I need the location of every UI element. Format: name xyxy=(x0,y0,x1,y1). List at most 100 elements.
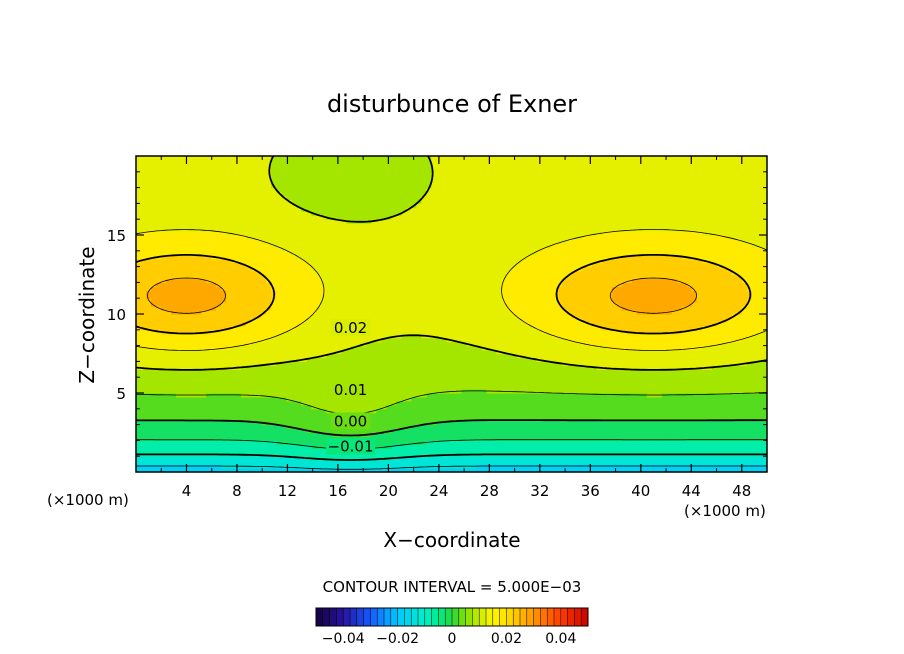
contour-fill-cell xyxy=(376,302,382,307)
contour-fill-cell xyxy=(166,314,172,319)
contour-fill-cell xyxy=(211,416,217,422)
contour-fill-cell xyxy=(136,179,142,185)
contour-fill-cell xyxy=(346,159,352,165)
contour-fill-cell xyxy=(406,325,413,331)
contour-fill-cell xyxy=(421,262,428,268)
contour-fill-cell xyxy=(276,274,282,280)
contour-fill-cell xyxy=(386,235,393,240)
contour-fill-cell xyxy=(411,191,418,197)
contour-fill-cell xyxy=(321,250,327,256)
contour-fill-cell xyxy=(241,211,247,216)
contour-fill-cell xyxy=(271,317,277,323)
contour-fill-cell xyxy=(181,183,187,189)
contour-fill-cell xyxy=(231,333,237,339)
contour-fill-cell xyxy=(276,325,282,331)
contour-fill-cell xyxy=(311,156,317,161)
contour-fill-cell xyxy=(276,183,282,189)
contour-fill-cell xyxy=(301,203,307,208)
contour-fill-cell xyxy=(291,231,297,236)
contour-fill-cell xyxy=(291,254,297,260)
contour-fill-cell xyxy=(351,187,357,193)
contour-fill-cell xyxy=(181,156,187,161)
contour-fill-cell xyxy=(196,365,202,370)
contour-fill-cell xyxy=(171,306,177,311)
contour-fill-cell xyxy=(146,246,152,252)
contour-fill-cell xyxy=(386,258,393,264)
contour-fill-cell xyxy=(286,377,292,382)
contour-fill-cell xyxy=(151,385,157,390)
contour-fill-cell xyxy=(446,424,453,430)
contour-fill-cell xyxy=(286,460,292,465)
contour-fill-cell xyxy=(211,278,217,283)
contour-fill-cell xyxy=(146,223,152,228)
contour-fill-cell xyxy=(336,377,342,382)
contour-fill-cell xyxy=(171,389,177,394)
contour-fill-cell xyxy=(266,460,272,465)
contour-fill-cell xyxy=(231,191,237,197)
contour-fill-cell xyxy=(321,345,327,351)
contour-fill-cell xyxy=(286,207,292,212)
contour-fill-cell xyxy=(221,329,227,335)
contour-fill-cell xyxy=(406,385,413,390)
contour-fill-cell xyxy=(291,373,297,378)
contour-fill-cell xyxy=(401,408,408,414)
contour-fill-cell xyxy=(321,258,327,264)
contour-fill-cell xyxy=(416,404,423,410)
contour-fill-cell xyxy=(261,258,267,264)
contour-fill-cell xyxy=(341,314,347,319)
contour-fill-cell xyxy=(386,270,393,276)
contour-fill-cell xyxy=(281,183,287,189)
contour-fill-cell xyxy=(391,207,398,212)
contour-fill-cell xyxy=(421,306,428,311)
contour-fill-cell xyxy=(331,306,337,311)
contour-fill-cell xyxy=(161,294,167,299)
contour-fill-cell xyxy=(141,444,147,449)
contour-fill-cell xyxy=(141,448,147,453)
contour-fill-cell xyxy=(216,219,222,224)
contour-fill-cell xyxy=(421,460,428,465)
contour-fill-cell xyxy=(211,345,217,351)
contour-fill-cell xyxy=(431,298,438,303)
contour-fill-cell xyxy=(211,325,217,331)
contour-fill-cell xyxy=(346,179,352,185)
contour-fill-cell xyxy=(181,242,187,248)
contour-fill-cell xyxy=(396,448,403,453)
contour-fill-cell xyxy=(196,215,202,220)
contour-fill-cell xyxy=(356,294,362,299)
contour-fill-cell xyxy=(306,175,312,181)
contour-fill-cell xyxy=(331,456,337,461)
contour-fill-cell xyxy=(406,167,413,173)
contour-fill-cell xyxy=(226,306,232,311)
contour-fill-cell xyxy=(301,448,307,453)
contour-fill-cell xyxy=(281,317,287,323)
contour-fill-cell xyxy=(216,373,222,378)
contour-fill-cell xyxy=(206,317,212,323)
contour-fill-cell xyxy=(306,329,312,335)
contour-fill-cell xyxy=(246,385,252,390)
contour-fill-cell xyxy=(231,408,237,414)
contour-fill-cell xyxy=(301,317,307,323)
contour-fill-cell xyxy=(281,167,287,173)
contour-fill-cell xyxy=(376,242,382,248)
contour-fill-cell xyxy=(291,195,297,201)
contour-fill-cell xyxy=(191,337,197,343)
contour-fill-cell xyxy=(176,321,182,327)
contour-fill-cell xyxy=(441,302,448,307)
contour-fill-cell xyxy=(296,242,302,248)
contour-fill-cell xyxy=(346,207,352,212)
contour-fill-cell xyxy=(276,464,282,469)
contour-fill-cell xyxy=(266,456,272,461)
contour-fill-cell xyxy=(416,203,423,208)
contour-fill-cell xyxy=(246,231,252,236)
contour-fill-cell xyxy=(226,163,232,169)
contour-fill-cell xyxy=(441,199,448,204)
contour-fill-cell xyxy=(431,175,438,181)
contour-fill-cell xyxy=(416,195,423,201)
contour-fill-cell xyxy=(146,400,152,406)
contour-fill-cell xyxy=(431,156,438,161)
contour-fill-cell xyxy=(286,195,292,201)
contour-fill-cell xyxy=(241,278,247,283)
contour-fill-cell xyxy=(171,227,177,232)
contour-fill-cell xyxy=(151,349,157,355)
contour-fill-cell xyxy=(161,365,167,370)
